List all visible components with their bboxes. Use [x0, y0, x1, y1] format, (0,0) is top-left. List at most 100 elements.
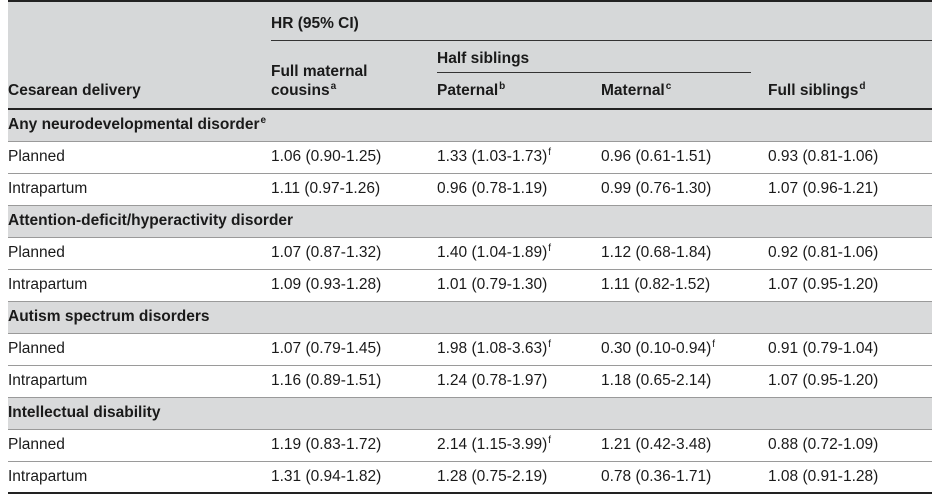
row-label: Planned: [8, 340, 65, 357]
footnote-marker: e: [260, 115, 267, 126]
hr-value: 2.14 (1.15-3.99): [437, 436, 548, 453]
col-heading-maternal-text: Maternal: [601, 82, 665, 99]
header-bottom-rule: [8, 108, 932, 110]
table-header-band: [8, 0, 932, 110]
section-title: Attention-deficit/hyperactivity disorder: [8, 212, 294, 230]
hazard-ratio-table: HR (95% CI) Half siblings Cesarean deliv…: [8, 0, 932, 494]
hr-cell-paternal: 1.98 (1.08-3.63)f: [437, 340, 551, 358]
hr-cell-cousins: 1.19 (0.83-1.72): [271, 436, 382, 454]
table-row: [8, 334, 932, 365]
hr-value: 1.40 (1.04-1.89): [437, 244, 548, 261]
hr-cell-maternal: 0.30 (0.10-0.94)f: [601, 340, 715, 358]
section-title: Autism spectrum disorders: [8, 308, 211, 326]
hr-cell-siblings: 0.91 (0.79-1.04): [768, 340, 879, 358]
row-divider: [8, 429, 932, 430]
section-row: [8, 206, 932, 238]
hr-cell-maternal: 1.11 (0.82-1.52): [601, 276, 711, 294]
row-divider: [8, 333, 932, 334]
footnote-marker: c: [665, 81, 672, 92]
hr-value: 1.31 (0.94-1.82): [271, 468, 382, 485]
hr-cell-siblings: 1.08 (0.91-1.28): [768, 468, 879, 486]
hr-value: 1.07 (0.95-1.20): [768, 372, 879, 389]
hr-group-heading: HR (95% CI): [271, 15, 359, 32]
footnote-marker: f: [548, 435, 552, 446]
row-label: Planned: [8, 244, 65, 261]
hr-cell-maternal: 1.12 (0.68-1.84): [601, 244, 712, 262]
footnote-marker: a: [330, 81, 337, 92]
hr-value: 1.07 (0.87-1.32): [271, 244, 382, 261]
col-heading-paternal-text: Paternal: [437, 82, 499, 99]
table-row: [8, 238, 932, 269]
hr-cell-siblings: 0.92 (0.81-1.06): [768, 244, 879, 262]
hr-value: 0.88 (0.72-1.09): [768, 436, 879, 453]
section-title: Any neurodevelopmental disordere: [8, 116, 266, 134]
hr-value: 1.19 (0.83-1.72): [271, 436, 382, 453]
col-heading-cousins-text: cousins: [271, 82, 330, 99]
footnote-marker: f: [548, 339, 552, 350]
section-row: [8, 398, 932, 430]
hr-value: 1.12 (0.68-1.84): [601, 244, 712, 261]
hr-cell-paternal: 1.40 (1.04-1.89)f: [437, 244, 551, 262]
table-top-rule: [8, 0, 932, 2]
section-title-text: Any neurodevelopmental disorder: [8, 116, 260, 133]
hr-cell-paternal: 1.28 (0.75-2.19): [437, 468, 548, 486]
row-divider: [8, 397, 932, 398]
section-row: [8, 302, 932, 334]
col-heading-full-siblings: Full siblingsd: [768, 82, 866, 100]
hr-cell-cousins: 1.31 (0.94-1.82): [271, 468, 382, 486]
table-row: [8, 270, 932, 301]
hr-value: 1.28 (0.75-2.19): [437, 468, 548, 485]
hr-cell-paternal: 0.96 (0.78-1.19): [437, 180, 548, 198]
hr-cell-siblings: 1.07 (0.95-1.20): [768, 372, 879, 390]
hr-value: 1.06 (0.90-1.25): [271, 148, 382, 165]
row-divider: [8, 461, 932, 462]
hr-cell-cousins: 1.16 (0.89-1.51): [271, 372, 382, 390]
section-title: Intellectual disability: [8, 404, 161, 422]
half-siblings-heading: Half siblings: [437, 50, 530, 67]
hr-value: 1.18 (0.65-2.14): [601, 372, 712, 389]
row-label: Planned: [8, 436, 65, 453]
table-row: [8, 430, 932, 461]
table-row: [8, 462, 932, 493]
section-title-text: Attention-deficit/hyperactivity disorder: [8, 212, 294, 229]
half-siblings-rule: [437, 72, 751, 73]
table-row: [8, 174, 932, 205]
row-divider: [8, 269, 932, 270]
hr-value: 1.33 (1.03-1.73): [437, 148, 548, 165]
hr-value: 1.21 (0.42-3.48): [601, 436, 712, 453]
hr-value: 0.92 (0.81-1.06): [768, 244, 879, 261]
hr-group-rule: [271, 40, 932, 41]
hr-cell-siblings: 0.88 (0.72-1.09): [768, 436, 879, 454]
table-row: [8, 366, 932, 397]
hr-value: 1.11 (0.97-1.26): [271, 180, 381, 197]
row-label: Intrapartum: [8, 372, 88, 389]
footnote-marker: f: [712, 339, 716, 350]
footnote-marker: b: [499, 81, 506, 92]
table-bottom-rule: [8, 492, 932, 494]
row-divider: [8, 365, 932, 366]
hr-value: 1.11 (0.82-1.52): [601, 276, 711, 293]
hr-value: 0.30 (0.10-0.94): [601, 340, 712, 357]
hr-cell-paternal: 1.01 (0.79-1.30): [437, 276, 548, 294]
row-divider: [8, 173, 932, 174]
row-divider: [8, 141, 932, 142]
hr-cell-cousins: 1.07 (0.79-1.45): [271, 340, 382, 358]
hr-value: 1.07 (0.96-1.21): [768, 180, 879, 197]
row-label: Intrapartum: [8, 276, 88, 293]
hr-cell-paternal: 1.24 (0.78-1.97): [437, 372, 548, 390]
hr-cell-maternal: 1.21 (0.42-3.48): [601, 436, 712, 454]
hr-cell-cousins: 1.11 (0.97-1.26): [271, 180, 381, 198]
row-divider: [8, 237, 932, 238]
hr-cell-maternal: 0.78 (0.36-1.71): [601, 468, 712, 486]
hr-value: 0.91 (0.79-1.04): [768, 340, 879, 357]
hr-cell-cousins: 1.09 (0.93-1.28): [271, 276, 382, 294]
hr-value: 1.16 (0.89-1.51): [271, 372, 382, 389]
hr-cell-cousins: 1.06 (0.90-1.25): [271, 148, 382, 166]
row-label: Intrapartum: [8, 180, 88, 197]
hr-cell-maternal: 0.99 (0.76-1.30): [601, 180, 712, 198]
footnote-marker: f: [548, 147, 552, 158]
hr-value: 1.01 (0.79-1.30): [437, 276, 548, 293]
col-heading-cousins-line1: Full maternal: [271, 63, 368, 80]
hr-cell-paternal: 1.33 (1.03-1.73)f: [437, 148, 551, 166]
hr-cell-paternal: 2.14 (1.15-3.99)f: [437, 436, 551, 454]
